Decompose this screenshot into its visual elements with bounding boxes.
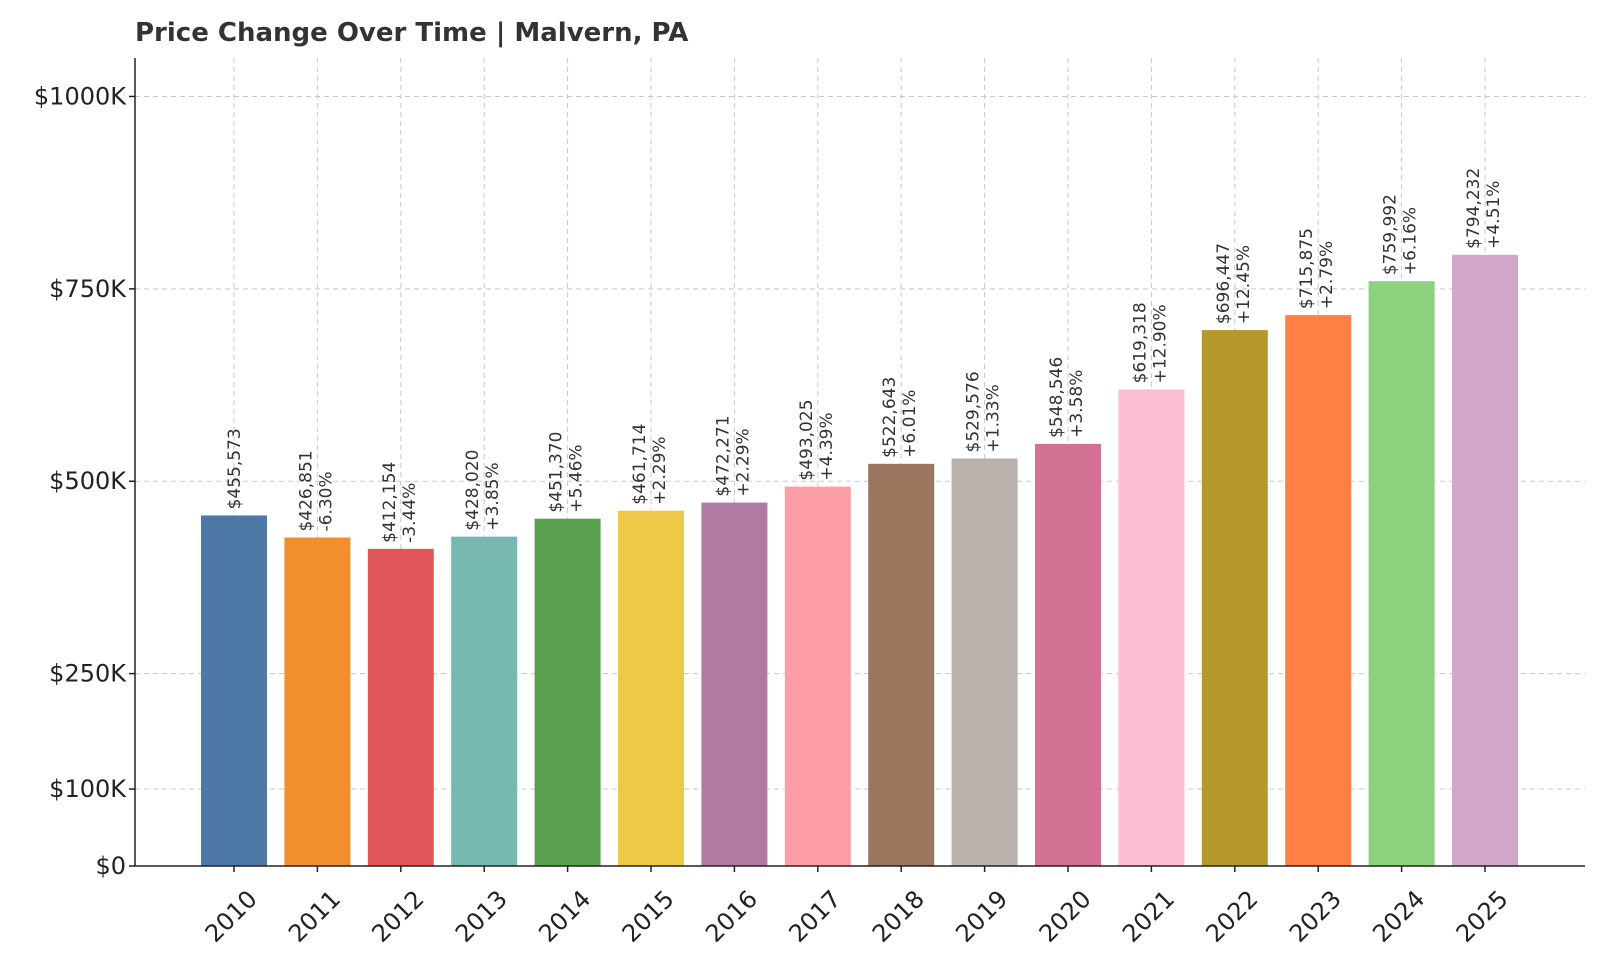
bar-2025 bbox=[1452, 254, 1518, 866]
bar-2017 bbox=[784, 486, 851, 866]
bar-value-label: $759,992 bbox=[1381, 194, 1401, 275]
x-tick-label: 2019 bbox=[950, 885, 1013, 948]
bar-change-label: +6.01% bbox=[900, 390, 920, 458]
bar-2016 bbox=[701, 502, 768, 866]
chart-title: Price Change Over Time | Malvern, PA bbox=[135, 18, 689, 48]
bar-value-label: $472,271 bbox=[713, 415, 733, 496]
bar-2021 bbox=[1118, 389, 1185, 866]
bar-change-label: +3.85% bbox=[483, 462, 503, 530]
x-tick-label: 2025 bbox=[1451, 885, 1514, 948]
bar-change-label: +6.16% bbox=[1401, 207, 1421, 275]
x-tick-label: 2023 bbox=[1284, 885, 1347, 948]
x-tick-label: 2022 bbox=[1200, 885, 1263, 948]
bar-2011 bbox=[284, 537, 351, 866]
bar-2014 bbox=[534, 518, 601, 866]
x-tick-label: 2012 bbox=[366, 885, 429, 948]
x-tick-label: 2013 bbox=[450, 885, 513, 948]
x-tick-label: 2021 bbox=[1117, 885, 1180, 948]
bar-change-label: +2.79% bbox=[1317, 241, 1337, 309]
bar-2023 bbox=[1285, 315, 1352, 866]
bar-value-label: $696,447 bbox=[1214, 243, 1234, 324]
x-tick-label: 2015 bbox=[617, 885, 680, 948]
bar-change-label: +1.33% bbox=[984, 384, 1004, 452]
bar-2012 bbox=[367, 548, 434, 866]
x-tick-label: 2014 bbox=[533, 885, 596, 948]
bar-change-label: +4.39% bbox=[817, 412, 837, 480]
bar-2019 bbox=[951, 458, 1018, 866]
bar-change-label: +2.29% bbox=[733, 428, 753, 496]
bar-value-label: $715,875 bbox=[1297, 228, 1317, 309]
bar-value-label: $451,370 bbox=[547, 432, 567, 513]
x-tick-label: 2011 bbox=[283, 885, 346, 948]
bar-2015 bbox=[618, 510, 684, 866]
bar-2013 bbox=[451, 536, 518, 866]
bar-value-label: $529,576 bbox=[964, 371, 984, 452]
y-tick-label: $100K bbox=[49, 775, 127, 803]
y-tick-label: $750K bbox=[49, 275, 127, 303]
y-tick-label: $250K bbox=[49, 660, 127, 688]
bar-value-label: $412,154 bbox=[380, 462, 400, 543]
bar-change-label: +5.46% bbox=[567, 444, 587, 512]
bar-2010 bbox=[201, 515, 267, 866]
bar-value-label: $493,025 bbox=[797, 399, 817, 480]
bar-change-label: +3.58% bbox=[1067, 370, 1087, 438]
bar-2022 bbox=[1201, 330, 1268, 866]
bar-change-label: +4.51% bbox=[1484, 181, 1504, 249]
bar-change-label: +2.29% bbox=[650, 436, 670, 504]
bar-value-label: $426,851 bbox=[296, 450, 316, 531]
bar-value-label: $461,714 bbox=[630, 424, 650, 505]
bar-value-label: $428,020 bbox=[463, 450, 483, 531]
x-tick-label: 2020 bbox=[1034, 885, 1097, 948]
x-tick-label: 2017 bbox=[783, 885, 846, 948]
bar-value-label: $455,573 bbox=[225, 428, 245, 509]
bar-2018 bbox=[868, 463, 935, 866]
bar-value-label: $522,643 bbox=[880, 377, 900, 458]
bar-value-label: $619,318 bbox=[1130, 302, 1150, 383]
x-tick-label: 2018 bbox=[867, 885, 930, 948]
bar-change-label: -3.44% bbox=[400, 483, 420, 543]
x-tick-label: 2016 bbox=[700, 885, 763, 948]
y-tick-label: $1000K bbox=[34, 82, 127, 110]
bar-value-label: $548,546 bbox=[1047, 357, 1067, 438]
x-tick-label: 2010 bbox=[200, 885, 263, 948]
bar-change-label: +12.45% bbox=[1234, 245, 1254, 324]
bar-2020 bbox=[1035, 443, 1101, 866]
y-tick-label: $500K bbox=[49, 467, 127, 495]
bar-value-label: $794,232 bbox=[1464, 168, 1484, 249]
x-tick-label: 2024 bbox=[1367, 885, 1430, 948]
bar-change-label: -6.30% bbox=[316, 471, 336, 531]
bar-2024 bbox=[1368, 281, 1435, 866]
bar-change-label: +12.90% bbox=[1150, 304, 1170, 383]
y-tick-label: $0 bbox=[95, 852, 126, 880]
